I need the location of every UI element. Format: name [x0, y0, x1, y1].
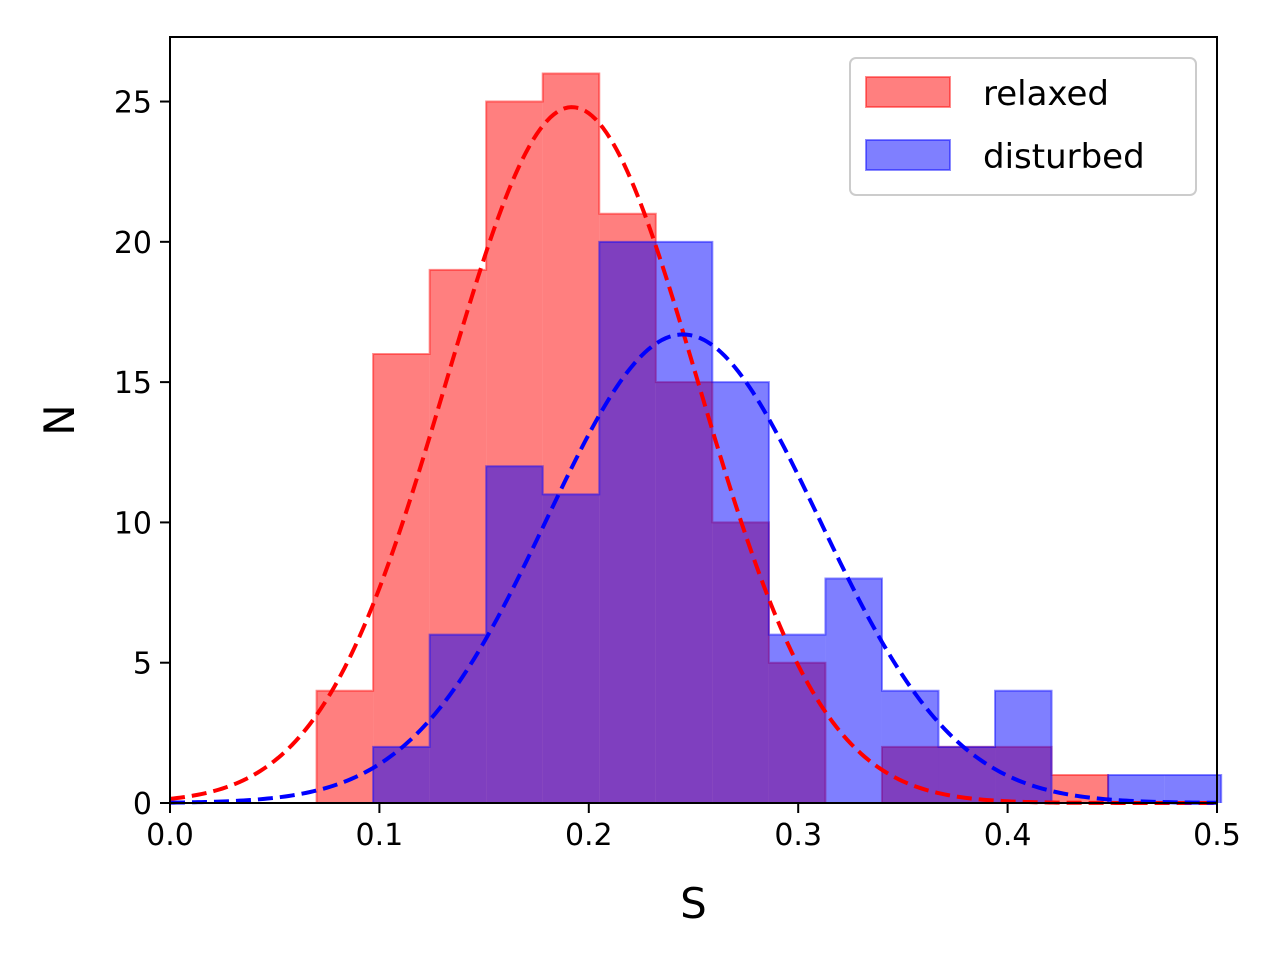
disturbed-bar [486, 466, 543, 803]
disturbed-bar [1108, 774, 1165, 803]
x-axis-ticks: 0.0 0.1 0.2 0.3 0.4 0.5 [146, 803, 1241, 853]
y-tick-label: 15 [114, 366, 152, 401]
y-axis-label: N [35, 404, 84, 435]
y-tick-label: 5 [133, 647, 152, 682]
relaxed-bar [373, 354, 430, 803]
disturbed-bar [542, 494, 600, 803]
y-axis-ticks: 0 5 10 15 20 25 [114, 86, 170, 822]
x-tick-label: 0.4 [984, 818, 1032, 853]
x-tick-label: 0.1 [356, 818, 404, 853]
x-tick-label: 0.5 [1193, 818, 1241, 853]
x-tick-label: 0.0 [146, 818, 194, 853]
disturbed-bar [768, 634, 826, 803]
disturbed-legend-swatch [865, 139, 951, 171]
disturbed-legend-label: disturbed [983, 137, 1145, 177]
disturbed-bar [995, 690, 1052, 803]
disturbed-bar [881, 690, 939, 803]
disturbed-bar [373, 746, 430, 803]
relaxed-legend-swatch [865, 76, 951, 108]
x-tick-label: 0.3 [774, 818, 822, 853]
bars-layer [315, 72, 1223, 804]
fit-curves-layer [169, 105, 1218, 805]
x-axis-label: S [680, 879, 707, 928]
y-tick-label: 25 [114, 86, 152, 121]
plot-frame [169, 36, 1218, 804]
disturbed-bar [712, 382, 769, 803]
legend: relaxed disturbed [849, 57, 1197, 196]
disturbed-bar [599, 241, 656, 804]
disturbed-bar [1164, 774, 1222, 803]
relaxed-fit-curve [169, 105, 1217, 805]
disturbed-fit-curve [169, 332, 1218, 805]
relaxed-bar [316, 690, 374, 803]
x-tick-label: 0.2 [565, 818, 613, 853]
disturbed-bar [429, 634, 487, 803]
y-tick-label: 10 [114, 506, 152, 541]
y-tick-label: 0 [133, 787, 152, 822]
disturbed-bar [655, 241, 713, 804]
disturbed-bar [825, 578, 882, 803]
y-tick-label: 20 [114, 226, 152, 261]
relaxed-legend-label: relaxed [983, 74, 1109, 114]
